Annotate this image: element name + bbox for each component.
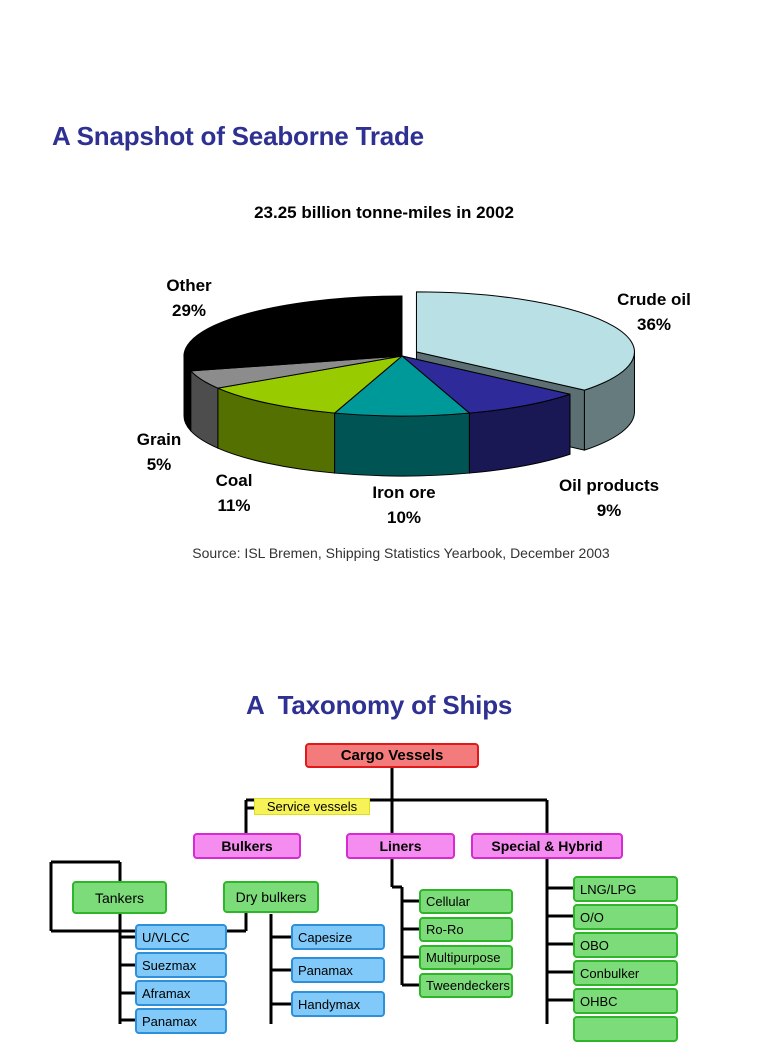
liner-type-box: Ro-Ro	[419, 917, 513, 942]
chart-title: 23.25 billion tonne-miles in 2002	[254, 203, 514, 222]
label-crude-oil: Crude oil 36%	[617, 290, 691, 334]
cargo-vessels-box: Cargo Vessels	[305, 743, 479, 768]
label-coal: Coal 11%	[215, 471, 253, 515]
tanker-type-box: Aframax	[135, 980, 227, 1006]
pie-slice-crude-oil	[415, 291, 635, 391]
dry-bulker-type-box: Panamax	[291, 957, 385, 983]
source-citation: Source: ISL Bremen, Shipping Statistics …	[192, 545, 610, 561]
liners-box: Liners	[346, 833, 455, 859]
tanker-type-box: Panamax	[135, 1008, 227, 1034]
pie-slice-iron-ore	[334, 355, 470, 417]
taxonomy-title: A Taxonomy of Ships	[246, 690, 513, 720]
label-oil-products: Oil products 9%	[558, 476, 660, 520]
dry-bulkers-box: Dry bulkers	[223, 881, 319, 913]
service-vessels-box: Service vessels	[254, 798, 370, 815]
snapshot-title: A Snapshot of Seaborne Trade	[52, 121, 424, 151]
label-iron-ore: Iron ore 10%	[372, 483, 436, 527]
special-type-box: OHBC	[573, 988, 678, 1014]
liner-type-box: Multipurpose	[419, 945, 513, 970]
liner-type-box: Tweendeckers	[419, 973, 513, 998]
pie-slice-oil-products	[401, 355, 571, 414]
tanker-type-box: Suezmax	[135, 952, 227, 978]
special-type-box: OBO	[573, 932, 678, 958]
liner-type-box: Cellular	[419, 889, 513, 914]
special-type-box	[573, 1016, 678, 1042]
dry-bulker-type-box: Capesize	[291, 924, 385, 950]
tankers-box: Tankers	[72, 881, 167, 914]
pie-slice-coal	[217, 355, 403, 414]
label-other: Other 29%	[166, 276, 212, 320]
special-hybrid-box: Special & Hybrid	[471, 833, 623, 859]
tanker-type-box: U/VLCC	[135, 924, 227, 950]
special-type-box: Conbulker	[573, 960, 678, 986]
pie-chart	[183, 291, 635, 477]
special-type-box: LNG/LPG	[573, 876, 678, 902]
special-type-box: O/O	[573, 904, 678, 930]
dry-bulker-type-box: Handymax	[291, 991, 385, 1017]
label-grain: Grain 5%	[136, 430, 182, 474]
pie-slice-other	[183, 295, 403, 372]
bulkers-box: Bulkers	[193, 833, 301, 859]
